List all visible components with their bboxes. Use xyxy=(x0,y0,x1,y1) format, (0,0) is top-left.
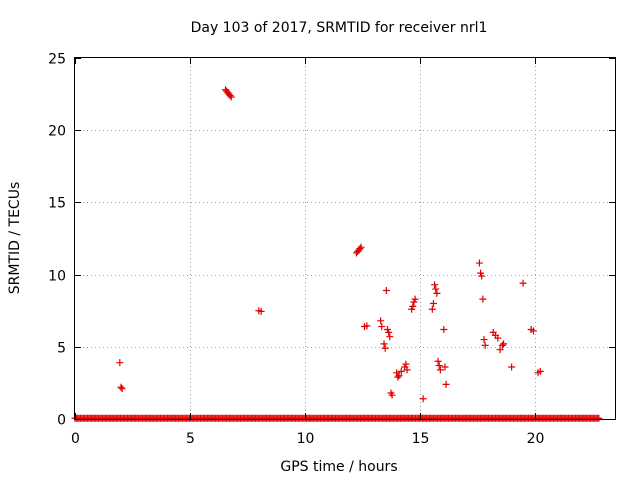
data-point xyxy=(442,380,450,388)
x-tick-label: 0 xyxy=(71,431,80,447)
data-point xyxy=(118,385,126,393)
data-point xyxy=(428,305,436,313)
x-tick-label: 15 xyxy=(412,431,430,447)
data-point xyxy=(116,359,124,367)
data-point xyxy=(377,317,385,325)
data-point xyxy=(411,295,419,303)
data-point xyxy=(479,295,487,303)
data-point xyxy=(357,243,365,251)
data-point xyxy=(519,279,527,287)
data-point xyxy=(381,344,389,352)
y-tick-label: 5 xyxy=(57,341,66,357)
y-tick-label: 15 xyxy=(48,196,66,212)
x-tick-label: 5 xyxy=(186,431,195,447)
data-point xyxy=(117,383,125,391)
x-tick-label: 20 xyxy=(527,431,545,447)
data-point xyxy=(402,360,410,368)
y-axis-label: SRMTID / TECUs xyxy=(7,182,23,295)
y-tick-label: 25 xyxy=(48,52,66,68)
data-point xyxy=(432,285,440,293)
data-point xyxy=(494,334,502,342)
y-tick-label: 20 xyxy=(48,124,66,140)
data-point xyxy=(536,367,544,375)
data-point xyxy=(363,322,371,330)
data-point xyxy=(440,325,448,333)
data-point xyxy=(436,366,444,374)
data-point xyxy=(397,367,405,375)
data-point xyxy=(508,363,516,371)
data-point xyxy=(226,92,234,100)
data-point xyxy=(529,327,537,335)
data-point xyxy=(385,328,393,336)
data-point xyxy=(386,333,394,341)
data-point xyxy=(429,299,437,307)
data-point xyxy=(395,372,403,380)
data-point xyxy=(433,289,441,297)
data-point xyxy=(419,395,427,403)
baseline-points xyxy=(71,414,603,422)
data-point xyxy=(431,281,439,289)
axes: 0 5 10 15 20 0 5 10 15 20 25 xyxy=(48,52,615,447)
y-tick-label: 10 xyxy=(48,269,66,285)
y-tick-label: 0 xyxy=(57,413,66,429)
x-tick-label: 10 xyxy=(297,431,315,447)
data-point xyxy=(403,366,411,374)
data-point xyxy=(475,259,483,267)
data-point xyxy=(382,286,390,294)
plot-frame xyxy=(74,57,616,420)
grid xyxy=(75,58,615,419)
data-point xyxy=(380,340,388,348)
data-point xyxy=(394,373,402,381)
data-point xyxy=(434,357,442,365)
data-point xyxy=(480,336,488,344)
data-point xyxy=(257,307,265,315)
data-point xyxy=(388,391,396,399)
data-point xyxy=(435,362,443,370)
data-point xyxy=(500,340,508,348)
data-point xyxy=(496,346,504,354)
data-point xyxy=(409,302,417,310)
x-axis-label: GPS time / hours xyxy=(280,459,397,475)
data-point xyxy=(227,93,235,101)
data-point xyxy=(481,341,489,349)
data-points xyxy=(71,86,603,422)
data-point xyxy=(378,323,386,331)
data-point xyxy=(478,272,486,280)
chart-title: Day 103 of 2017, SRMTID for receiver nrl… xyxy=(191,20,488,36)
data-point xyxy=(441,363,449,371)
data-point xyxy=(356,245,364,253)
data-point xyxy=(498,341,506,349)
